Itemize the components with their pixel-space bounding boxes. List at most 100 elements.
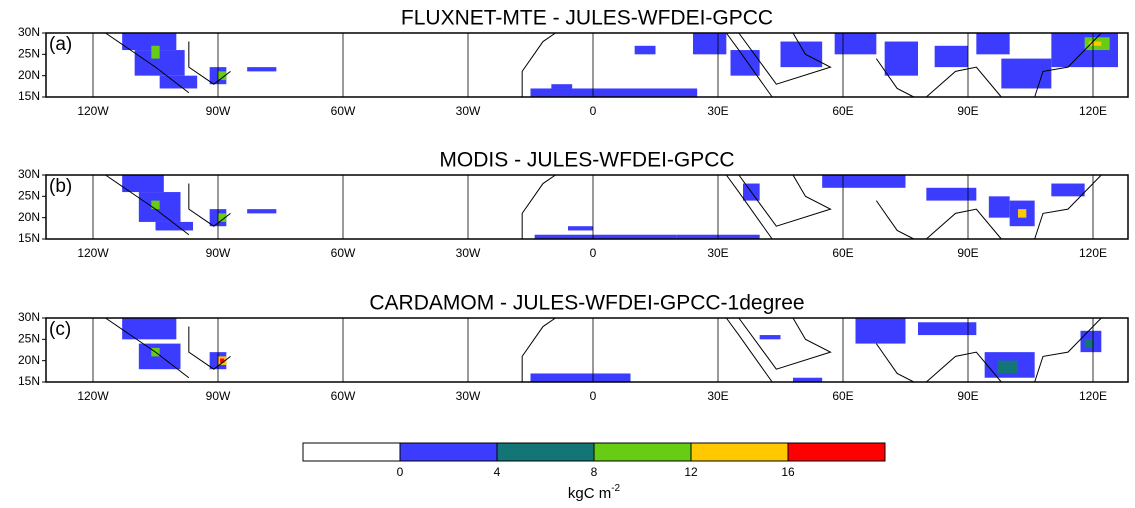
colorbar-box (399, 442, 498, 462)
lon-tick-label: 60W (331, 246, 356, 260)
lon-tick-label: 120E (1079, 246, 1107, 260)
colorbar-box (593, 442, 692, 462)
lat-tick-label: 30N (18, 25, 40, 39)
panel-title: MODIS - JULES-WFDEI-GPCC (439, 149, 734, 172)
lon-tick-label: 30W (456, 246, 481, 260)
field-patch (926, 187, 977, 201)
field-patch (218, 71, 227, 80)
lon-tick-label: 30E (707, 246, 728, 260)
lon-tick-label: 60W (331, 389, 356, 403)
lat-tick-label: 20N (18, 210, 40, 224)
lat-tick-label: 20N (18, 353, 40, 367)
field-patch (534, 234, 677, 239)
lon-tick-label: 30W (456, 104, 481, 118)
field-patch (918, 322, 977, 336)
panel-label: (b) (49, 176, 72, 197)
field-patch (855, 318, 906, 344)
colorbar-box (496, 442, 595, 462)
field-patch (997, 360, 1018, 374)
field-patch (530, 88, 698, 97)
coastline (105, 32, 1102, 98)
lon-tick-label: 60W (331, 104, 356, 118)
colorbar-units: kgC m-2 (568, 483, 621, 502)
lon-tick-label: 120W (77, 104, 109, 118)
field-patch (568, 226, 593, 231)
colorbar-label: 12 (684, 465, 698, 479)
colorbar-box (690, 442, 789, 462)
field-patch (634, 45, 656, 55)
panel-title: FLUXNET-MTE - JULES-WFDEI-GPCC (401, 7, 773, 30)
field-patch (1084, 339, 1093, 348)
lon-tick-label: 90W (206, 246, 231, 260)
field-patch (530, 373, 631, 382)
lon-tick-label: 0 (590, 389, 597, 403)
field-patch (976, 33, 1010, 55)
field-patch (122, 175, 164, 193)
map-frame (45, 32, 1129, 98)
field-patch (138, 343, 181, 370)
lat-tick-label: 25N (18, 332, 40, 346)
lon-tick-label: 90E (957, 389, 978, 403)
lat-tick-label: 15N (18, 231, 40, 245)
lon-tick-label: 120W (77, 246, 109, 260)
lon-tick-label: 30W (456, 389, 481, 403)
lat-tick-label: 15N (18, 374, 40, 388)
field-patch (218, 213, 227, 222)
lon-tick-label: 60E (832, 389, 853, 403)
field-patch (730, 50, 760, 76)
map-frame (45, 317, 1129, 383)
field-patch (247, 67, 277, 72)
colorbar-label: 0 (397, 465, 404, 479)
field-patch (693, 33, 727, 55)
field-patch (220, 358, 225, 363)
lon-tick-label: 0 (590, 246, 597, 260)
map-frame (45, 174, 1129, 240)
field-patch (151, 200, 160, 210)
units-base: kgC m (568, 485, 611, 502)
field-patch (822, 175, 906, 188)
lat-tick-label: 15N (18, 89, 40, 103)
panel-label: (c) (49, 319, 71, 340)
field-patch (122, 318, 177, 340)
field-patch (151, 45, 160, 59)
units-exponent: -2 (611, 483, 620, 494)
lon-tick-label: 90E (957, 104, 978, 118)
colorbar-box (787, 442, 886, 462)
lon-tick-label: 120E (1079, 104, 1107, 118)
colorbar-label: 16 (781, 465, 795, 479)
lon-tick-label: 90W (206, 104, 231, 118)
field-patch (988, 196, 1010, 218)
lat-tick-label: 25N (18, 47, 40, 61)
lon-tick-label: 90E (957, 246, 978, 260)
field-patch (834, 33, 877, 55)
lon-tick-label: 30E (707, 104, 728, 118)
field-patch (1088, 41, 1102, 46)
field-patch (1051, 183, 1085, 197)
lon-tick-label: 90W (206, 389, 231, 403)
lon-tick-label: 60E (832, 104, 853, 118)
field-patch (780, 41, 823, 68)
lon-tick-label: 30E (707, 389, 728, 403)
colorbar-label: 8 (591, 465, 598, 479)
colorbar-label: 4 (494, 465, 501, 479)
coastline (105, 317, 1102, 383)
field-patch (159, 75, 198, 89)
lat-tick-label: 20N (18, 68, 40, 82)
field-patch (122, 33, 177, 51)
field-patch (247, 209, 277, 214)
lat-tick-label: 30N (18, 310, 40, 324)
field-patch (1018, 209, 1027, 218)
panel-title: CARDAMOM - JULES-WFDEI-GPCC-1degree (369, 292, 804, 315)
field-patch (134, 50, 185, 76)
coastline (105, 174, 1102, 240)
field-patch (155, 221, 193, 231)
field-patch (934, 45, 968, 68)
field-patch (793, 377, 823, 382)
lon-tick-label: 60E (832, 246, 853, 260)
lon-tick-label: 120E (1079, 389, 1107, 403)
colorbar-box (302, 442, 401, 462)
lat-tick-label: 30N (18, 167, 40, 181)
field-patch (759, 335, 781, 340)
panel-label: (a) (49, 34, 72, 55)
